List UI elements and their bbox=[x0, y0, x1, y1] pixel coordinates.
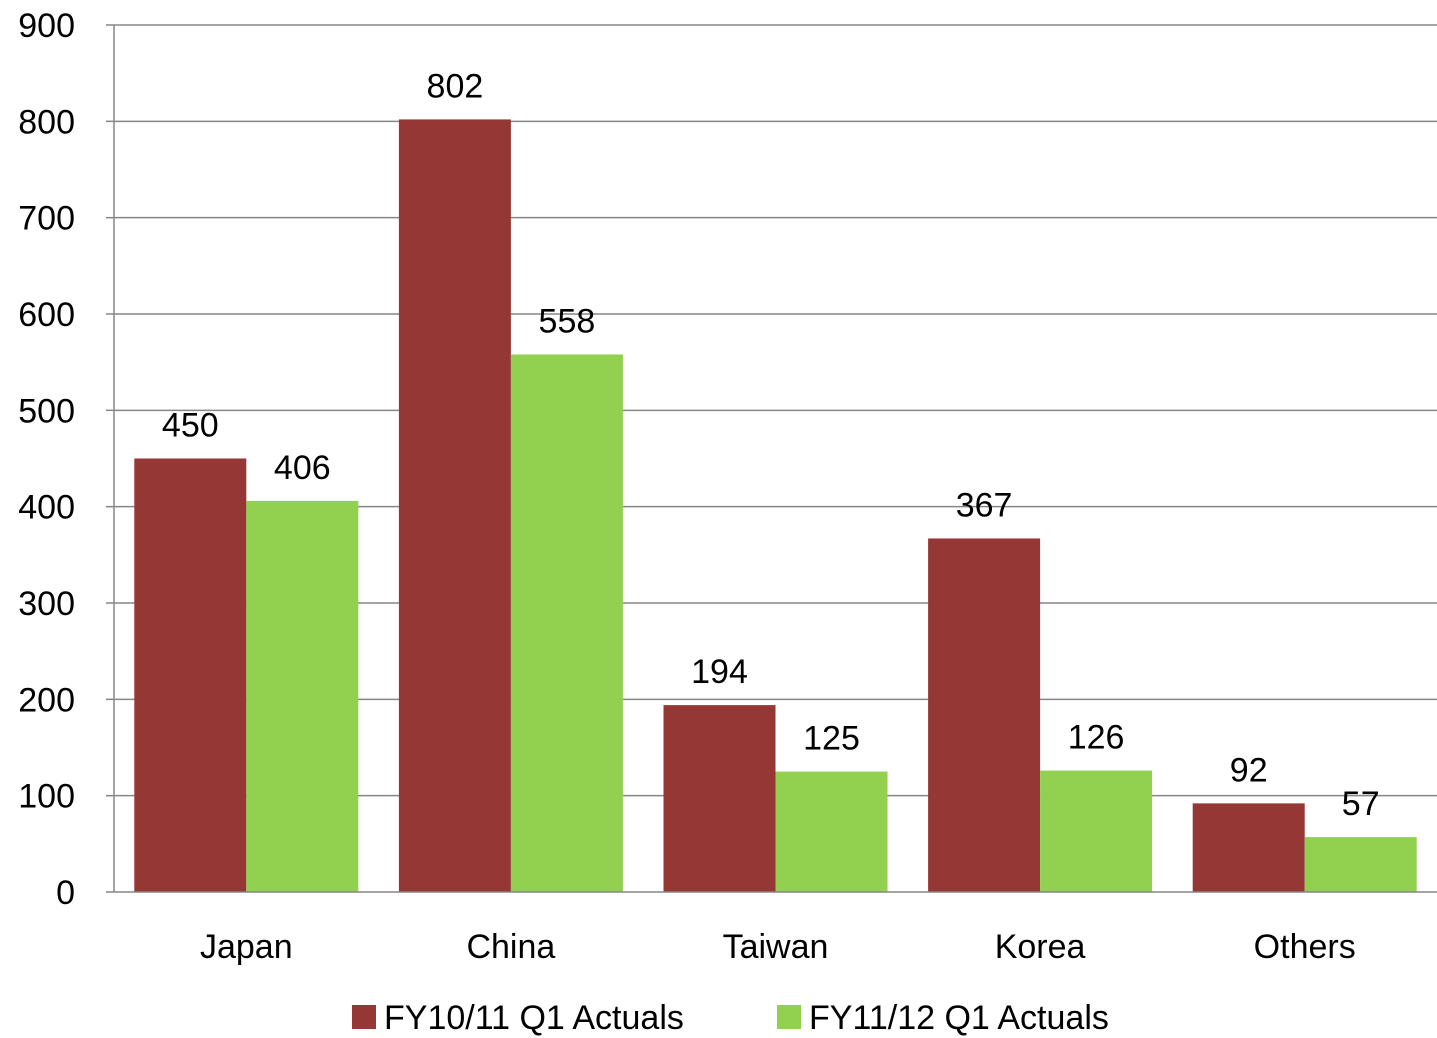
data-label: 406 bbox=[274, 449, 331, 487]
data-labels: 450 406 802 558 194 125 367 126 92 57 bbox=[162, 67, 1380, 823]
bars bbox=[134, 119, 1417, 893]
y-tick-label: 100 bbox=[18, 778, 75, 816]
y-axis-tick-labels: 0 100 200 300 400 500 600 700 800 900 bbox=[18, 7, 75, 912]
bar bbox=[1040, 770, 1153, 892]
axes bbox=[113, 25, 1437, 893]
data-label: 558 bbox=[539, 302, 596, 340]
bar bbox=[663, 705, 776, 892]
data-label: 450 bbox=[162, 407, 219, 445]
y-tick-label: 300 bbox=[18, 585, 75, 623]
y-tick-label: 700 bbox=[18, 200, 75, 238]
x-tick-label: China bbox=[466, 928, 555, 966]
y-tick-label: 900 bbox=[18, 7, 75, 45]
x-tick-label: Taiwan bbox=[723, 928, 829, 966]
y-tick-label: 200 bbox=[18, 681, 75, 719]
data-label: 194 bbox=[691, 653, 748, 691]
data-label: 126 bbox=[1068, 719, 1125, 757]
bar bbox=[398, 119, 511, 892]
bar bbox=[510, 354, 623, 893]
legend: FY10/11 Q1 Actuals FY11/12 Q1 Actuals bbox=[352, 999, 1109, 1037]
legend-label: FY11/12 Q1 Actuals bbox=[809, 999, 1109, 1037]
x-axis-tick-labels: Japan China Taiwan Korea Others bbox=[200, 928, 1356, 966]
x-tick-label: Korea bbox=[995, 928, 1086, 966]
bar bbox=[1304, 837, 1417, 892]
legend-swatch bbox=[352, 1005, 376, 1029]
bar bbox=[1192, 803, 1305, 892]
y-tick-label: 400 bbox=[18, 489, 75, 527]
y-tick-label: 600 bbox=[18, 296, 75, 334]
bar bbox=[775, 771, 888, 892]
x-tick-label: Japan bbox=[200, 928, 293, 966]
bar bbox=[134, 458, 247, 892]
data-label: 802 bbox=[427, 67, 484, 105]
x-tick-label: Others bbox=[1254, 928, 1356, 966]
legend-swatch bbox=[777, 1005, 801, 1029]
y-tick-label: 0 bbox=[56, 874, 75, 912]
data-label: 367 bbox=[956, 486, 1013, 524]
data-label: 92 bbox=[1230, 751, 1268, 789]
legend-label: FY10/11 Q1 Actuals bbox=[384, 999, 684, 1037]
y-tick-label: 500 bbox=[18, 392, 75, 430]
data-label: 57 bbox=[1342, 785, 1380, 823]
bar bbox=[928, 538, 1041, 892]
bar bbox=[246, 500, 359, 892]
y-tick-label: 800 bbox=[18, 103, 75, 141]
data-label: 125 bbox=[803, 720, 860, 758]
